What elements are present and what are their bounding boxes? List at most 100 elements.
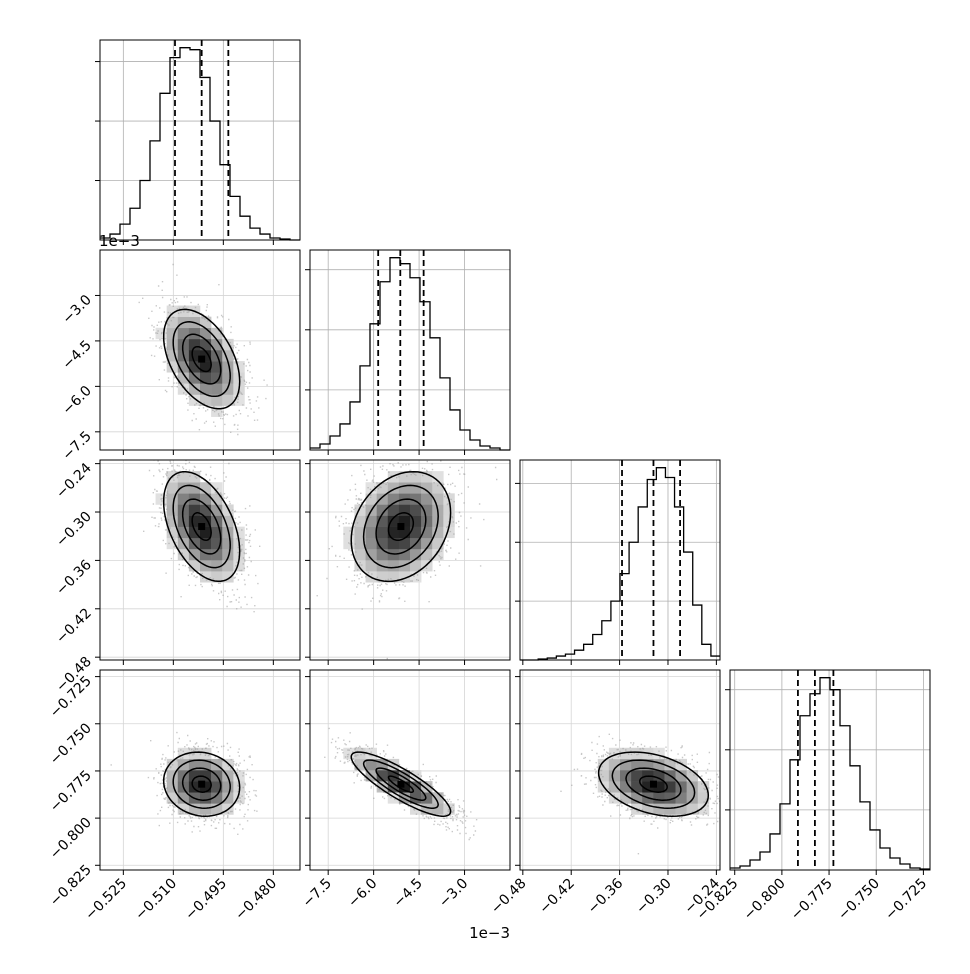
density-contour xyxy=(162,470,241,583)
density-cell xyxy=(188,327,201,340)
density-cell xyxy=(664,792,676,804)
density-contour xyxy=(611,759,696,809)
density-cell xyxy=(177,471,190,483)
x-tick-label: −0.750 xyxy=(835,876,883,924)
density-cell xyxy=(432,482,444,494)
density-cell xyxy=(177,361,190,373)
density-cell xyxy=(376,504,389,516)
scatter-panel-1-3 xyxy=(309,669,511,871)
density-cell xyxy=(608,781,621,793)
y-tick-label: −0.36 xyxy=(53,557,95,599)
density-cell xyxy=(188,338,201,351)
y-axis-1 xyxy=(95,294,100,433)
density-cell xyxy=(620,758,632,771)
density-cell xyxy=(421,515,433,527)
density-cell xyxy=(177,770,190,782)
density-cell xyxy=(697,792,710,804)
density-cell xyxy=(387,482,400,494)
density-cell xyxy=(233,394,245,406)
density-cell xyxy=(188,471,201,483)
density-cell xyxy=(376,493,389,505)
density-cell xyxy=(354,515,366,527)
density-contour xyxy=(597,751,710,817)
density-cell xyxy=(410,571,422,583)
density-cell xyxy=(222,548,234,561)
density-cell xyxy=(686,770,699,782)
density-cell xyxy=(211,383,223,395)
density-cell xyxy=(222,504,234,516)
density-cell xyxy=(211,361,223,373)
density-contour xyxy=(172,484,231,569)
density-cell xyxy=(200,482,212,494)
x-tick-label: −0.48 xyxy=(488,876,530,918)
density-contour xyxy=(191,345,212,373)
scatter-panel-1-2 xyxy=(309,459,511,661)
density-cell xyxy=(188,504,201,516)
density-cell xyxy=(188,526,201,539)
scatter-panel-0-1 xyxy=(99,249,301,451)
y-tick-label: −4.5 xyxy=(59,337,94,372)
density-cell xyxy=(432,493,444,505)
density-cell xyxy=(443,504,455,516)
density-peak xyxy=(397,780,405,788)
density-cell xyxy=(421,548,433,561)
density-cell xyxy=(387,504,400,516)
density-cell xyxy=(211,338,223,351)
y-tick-label: −3.0 xyxy=(59,292,94,327)
x-tick-label: −7.5 xyxy=(300,876,335,911)
density-cell xyxy=(410,471,422,483)
density-cell xyxy=(200,327,212,340)
density-cell xyxy=(200,504,212,516)
density-cell xyxy=(653,781,665,793)
density-cell xyxy=(387,781,400,793)
density-contour xyxy=(172,321,231,398)
density-cell xyxy=(398,571,411,583)
density-cell xyxy=(211,372,223,384)
density-cell xyxy=(222,338,234,351)
density-cell xyxy=(177,747,190,760)
y-tick-label: −6.0 xyxy=(59,383,94,418)
scatter-frame xyxy=(99,669,301,871)
density-cell xyxy=(387,537,400,550)
density-cell xyxy=(188,537,201,550)
density-cell xyxy=(211,526,223,539)
density-cell xyxy=(421,471,433,483)
density-cell xyxy=(200,537,212,550)
density-cell xyxy=(387,493,400,505)
density-peak xyxy=(198,355,206,363)
density-cell xyxy=(188,770,201,782)
density-cell xyxy=(398,548,411,561)
density-contour xyxy=(350,751,452,817)
density-cell xyxy=(211,394,223,406)
density-cell xyxy=(200,515,212,527)
density-cell xyxy=(188,548,201,561)
density-cell xyxy=(376,537,389,550)
density-cell xyxy=(166,305,179,317)
density-cell xyxy=(200,571,212,583)
density-cell xyxy=(222,571,234,583)
density-cell xyxy=(675,803,687,815)
density-peak xyxy=(649,780,657,788)
scatter-points xyxy=(316,460,498,660)
density-contour xyxy=(362,759,439,809)
scatter-panel-inner xyxy=(100,460,300,660)
density-cell xyxy=(376,482,389,494)
density-cell xyxy=(177,383,190,395)
density-cell xyxy=(222,758,234,771)
density-cell xyxy=(675,781,687,793)
y-axis-3 xyxy=(95,676,100,866)
density-cell xyxy=(211,327,223,340)
density-cell xyxy=(432,537,444,550)
density-cell xyxy=(620,747,632,760)
density-cell xyxy=(200,316,212,329)
x-tick-label: −0.525 xyxy=(82,876,130,924)
density-cell xyxy=(398,515,411,527)
density-cell xyxy=(354,526,366,539)
density-cell xyxy=(631,747,643,760)
density-cell xyxy=(222,537,234,550)
density-cell xyxy=(166,327,179,340)
density-cell xyxy=(166,781,179,793)
density-cell xyxy=(421,526,433,539)
y-tick-label: −7.5 xyxy=(59,428,94,463)
density-cell xyxy=(188,383,201,395)
